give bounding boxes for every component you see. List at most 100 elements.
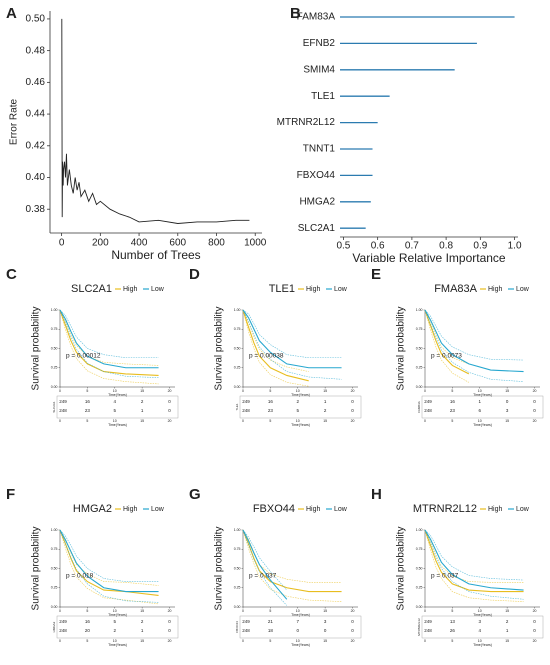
survival-curve (424, 309, 524, 373)
table-x-axis-label: Time(Years) (108, 423, 127, 427)
risk-count: 4 (114, 399, 117, 404)
risk-table-frame (421, 615, 544, 639)
legend-label: Low (516, 286, 530, 293)
confidence-line (424, 529, 524, 602)
risk-count: 23 (268, 408, 274, 413)
confidence-line (242, 529, 288, 606)
y-tick-label: 0.50 (416, 346, 423, 350)
panel-letter: A (6, 5, 17, 22)
x-axis-label: Variable Relative Importance (352, 251, 506, 265)
risk-count: 1 (324, 399, 327, 404)
p-value: p = 0.00038 (249, 353, 284, 360)
table-x-tick-label: 5 (451, 639, 453, 643)
x-tick-label: 5 (269, 389, 271, 393)
risk-count: 3 (479, 619, 482, 624)
x-tick-label: 20 (351, 389, 355, 393)
panel-title: HMGA2 (73, 503, 112, 515)
confidence-line (59, 309, 159, 385)
confidence-line (242, 529, 342, 583)
risk-count: 249 (424, 399, 432, 404)
x-axis-label: Time(Years) (108, 393, 127, 397)
risk-count: 0 (168, 628, 171, 633)
table-x-axis-label: Time(Years) (473, 423, 492, 427)
y-tick-label: 0.50 (416, 566, 423, 570)
table-x-tick-label: 20 (168, 639, 172, 643)
risk-count: 16 (268, 399, 274, 404)
y-tick-label: 0.50 (26, 14, 46, 25)
table-x-tick-label: 5 (86, 419, 88, 423)
table-x-tick-label: 20 (168, 419, 172, 423)
risk-count: 5 (114, 619, 117, 624)
confidence-line (59, 309, 159, 366)
y-tick-label: 0.46 (26, 77, 46, 88)
y-tick-label: 1.00 (51, 308, 58, 312)
risk-count: 0 (351, 408, 354, 413)
panel-letter: E (371, 266, 381, 283)
confidence-line (242, 529, 288, 591)
risk-count: 2 (141, 399, 144, 404)
risk-count: 23 (85, 408, 91, 413)
panel-title: FMA83A (434, 283, 477, 295)
y-axis-label: Survival probability (214, 307, 225, 391)
risk-count: 0 (533, 399, 536, 404)
y-tick-label: 0.42 (26, 140, 46, 151)
survival-curve (242, 529, 288, 600)
y-tick-label: 0.75 (416, 327, 423, 331)
risk-count: 20 (85, 628, 91, 633)
confidence-line (242, 309, 342, 359)
y-axis-label: Survival probability (396, 307, 407, 391)
table-x-tick-label: 15 (323, 639, 327, 643)
risk-table-frame (239, 615, 362, 639)
y-tick-label: 0.00 (416, 385, 423, 389)
risk-table-label: FBXO44 (235, 621, 239, 633)
confidence-line (424, 309, 524, 361)
y-tick-label: 1.00 (234, 308, 241, 312)
legend-label: Low (151, 286, 165, 293)
survival-curve (424, 309, 470, 375)
confidence-line (424, 529, 524, 600)
x-tick-label: 15 (323, 609, 327, 613)
survival-curve (424, 529, 524, 591)
legend-label: Low (151, 506, 165, 513)
risk-count: 13 (450, 619, 456, 624)
x-axis-label: Time(Years) (291, 613, 310, 617)
panel-title: MTRNR2L12 (413, 503, 477, 515)
x-tick-label: 5 (451, 389, 453, 393)
panel-letter: H (371, 486, 382, 503)
x-tick-label: 20 (168, 389, 172, 393)
x-tick-label: 0.8 (439, 241, 453, 252)
legend-label: High (306, 286, 321, 293)
y-tick-label: 0.00 (416, 605, 423, 609)
risk-count: 3 (324, 619, 327, 624)
x-tick-label: 1000 (244, 238, 267, 249)
x-tick-label: 600 (169, 238, 186, 249)
risk-table-label: SLC2A1 (52, 401, 56, 413)
y-tick-label: 0.25 (234, 366, 241, 370)
risk-count: 7 (297, 619, 300, 624)
risk-table-label: FAM83A (417, 401, 421, 413)
x-tick-label: 5 (269, 609, 271, 613)
survival-curve (424, 529, 524, 593)
risk-count: 21 (268, 619, 274, 624)
p-value: p = 0.037 (431, 573, 459, 580)
x-tick-label: 0 (59, 609, 61, 613)
y-tick-label: 0.25 (416, 366, 423, 370)
confidence-line (59, 309, 159, 359)
confidence-line (424, 529, 524, 581)
y-tick-label: 0.48 (26, 45, 46, 56)
risk-count: 0 (506, 399, 509, 404)
x-tick-label: 0.9 (473, 241, 487, 252)
risk-count: 0 (324, 628, 327, 633)
x-axis-label: Time(Years) (108, 613, 127, 617)
risk-count: 26 (450, 628, 456, 633)
table-x-tick-label: 0 (59, 419, 61, 423)
panel-letter: B (290, 5, 301, 22)
risk-count: 0 (168, 399, 171, 404)
legend-label: High (123, 286, 138, 293)
risk-table-frame (56, 395, 179, 419)
confidence-line (424, 529, 524, 583)
x-tick-label: 20 (533, 609, 537, 613)
panel-letter: D (189, 266, 200, 283)
p-value: p = 0.018 (66, 573, 94, 580)
survival-curve (242, 309, 342, 369)
